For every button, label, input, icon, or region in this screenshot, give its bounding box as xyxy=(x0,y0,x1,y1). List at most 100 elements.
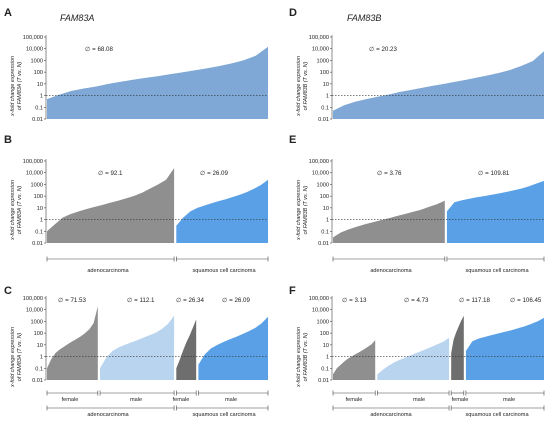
y-tick-label: 100,000 xyxy=(309,159,329,165)
mean-label-f-1: ∅ = 3.13 xyxy=(342,297,367,304)
sex-label-f-1: female xyxy=(346,397,363,403)
mean-label-b-2: ∅ = 26.09 xyxy=(200,170,228,177)
mean-label-e-1: ∅ = 3.76 xyxy=(377,170,402,177)
sex-label-c-3: female xyxy=(173,397,190,403)
panel-letter-f: F xyxy=(289,285,296,297)
y-tick-label: 10,000 xyxy=(312,171,329,177)
group-label-e-1: adenocarcinoma xyxy=(370,268,412,274)
plot-d: 0.01 0.1 1 10 100 1000 10,000 100,000 xyxy=(309,35,544,123)
y-tick-label: 1 xyxy=(40,94,43,100)
plot-f: 0.01 0.1 1 10 100 1000 10,000 100,000 xyxy=(309,296,544,384)
series-area xyxy=(47,168,175,243)
y-tick-label: 0.01 xyxy=(32,241,43,247)
group-label-f-2: squamous cell carcinoma xyxy=(465,412,529,418)
y-tick-label: 10,000 xyxy=(26,308,43,314)
y-tick-label: 1000 xyxy=(317,319,329,325)
mean-label-f-3: ∅ = 117.18 xyxy=(459,297,490,304)
y-tick-label: 100,000 xyxy=(23,159,43,165)
ylabel-b-line2: of FAM83A (T vs. N) xyxy=(17,186,23,235)
y-tick-label: 0.01 xyxy=(318,378,329,384)
y-tick-label: 0.01 xyxy=(318,241,329,247)
panel-letter-b: B xyxy=(4,134,12,146)
y-tick-label: 0.1 xyxy=(321,366,329,372)
y-tick-label: 1000 xyxy=(31,182,43,188)
y-tick-label: 10 xyxy=(37,82,43,88)
y-tick-label: 10,000 xyxy=(312,308,329,314)
mean-label-b-1: ∅ = 92.1 xyxy=(98,170,123,177)
series-area xyxy=(333,51,544,119)
group-brackets-e xyxy=(332,256,545,262)
mean-label-f-2: ∅ = 4.73 xyxy=(404,297,429,304)
group-label-e-2: squamous cell carcinoma xyxy=(465,268,529,274)
group-label-c-1: adenocarcinoma xyxy=(87,412,129,418)
mean-label-c-1: ∅ = 71.53 xyxy=(58,297,86,304)
y-tick-label: 10 xyxy=(323,343,329,349)
y-tick-label: 10 xyxy=(323,82,329,88)
series-area xyxy=(465,317,544,380)
series-area xyxy=(333,200,445,243)
y-tick-label: 1000 xyxy=(317,182,329,188)
ylabel-e-line2: of FAM83B (T vs. N) xyxy=(303,185,309,234)
y-tick-label: 0.1 xyxy=(35,229,43,235)
gene-title-a: FAM83A xyxy=(60,13,94,23)
sex-label-c-4: male xyxy=(225,397,237,403)
y-tick-label: 0.1 xyxy=(35,105,43,111)
panel-letter-c: C xyxy=(4,285,12,297)
ylabel-e-line1: x-fold change expression xyxy=(296,180,302,241)
gene-title-d: FAM83B xyxy=(347,13,381,23)
ylabel-b-line1: x-fold change expression xyxy=(10,180,16,241)
ylabel-c-line2: of FAM83A (T vs. N) xyxy=(17,333,23,382)
y-tick-label: 0.01 xyxy=(32,378,43,384)
y-tick-label: 100,000 xyxy=(23,296,43,302)
series-area xyxy=(100,315,175,380)
group-label-b-2: squamous cell carcinoma xyxy=(192,268,256,274)
y-tick-label: 0.1 xyxy=(321,105,329,111)
y-tick-label: 10,000 xyxy=(312,47,329,53)
ylabel-f-line2: of FAM83B (T vs. N) xyxy=(303,332,309,381)
panel-letter-e: E xyxy=(289,134,296,146)
y-tick-label: 100 xyxy=(34,331,43,337)
mean-label-e-2: ∅ = 109.81 xyxy=(478,170,510,177)
sex-label-c-1: female xyxy=(62,397,79,403)
y-tick-label: 100 xyxy=(320,331,329,337)
series-area xyxy=(47,306,98,380)
mean-label-d-1: ∅ = 20.23 xyxy=(369,46,397,53)
group-label-c-2: squamous cell carcinoma xyxy=(192,412,256,418)
y-tick-label: 10 xyxy=(37,343,43,349)
y-tick-label: 100,000 xyxy=(23,35,43,41)
ylabel-d-line2: of FAM83B (T vs. N) xyxy=(303,61,309,110)
series-area xyxy=(446,180,544,243)
y-tick-label: 1 xyxy=(40,218,43,224)
mean-label-c-4: ∅ = 26.09 xyxy=(222,297,250,304)
sex-label-c-2: male xyxy=(130,397,142,403)
ylabel-f-line1: x-fold change expression xyxy=(296,327,302,388)
panel-letter-a: A xyxy=(4,7,12,19)
y-tick-label: 100 xyxy=(320,194,329,200)
y-tick-label: 10 xyxy=(323,206,329,212)
y-tick-label: 0.1 xyxy=(35,366,43,372)
mean-label-c-3: ∅ = 26.34 xyxy=(176,297,204,304)
series-area xyxy=(333,340,376,380)
series-area xyxy=(451,315,464,380)
y-tick-label: 1000 xyxy=(317,58,329,64)
y-tick-label: 0.01 xyxy=(318,117,329,123)
group-label-f-1: adenocarcinoma xyxy=(370,412,412,418)
y-tick-label: 1 xyxy=(326,218,329,224)
group-brackets-f xyxy=(332,390,545,411)
y-tick-label: 0.01 xyxy=(32,117,43,123)
y-tick-label: 100 xyxy=(34,194,43,200)
y-tick-label: 10 xyxy=(37,206,43,212)
series-area xyxy=(176,179,268,243)
plot-b: 0.01 0.1 1 10 100 1000 10,000 100,000 xyxy=(23,159,268,247)
sex-label-f-3: female xyxy=(452,397,469,403)
group-label-b-1: adenocarcinoma xyxy=(87,268,129,274)
y-tick-label: 100,000 xyxy=(309,296,329,302)
y-tick-label: 1 xyxy=(326,94,329,100)
group-brackets-b xyxy=(46,256,269,262)
y-tick-label: 10,000 xyxy=(26,47,43,53)
series-area xyxy=(176,319,197,380)
y-tick-label: 10,000 xyxy=(26,171,43,177)
series-area xyxy=(198,316,268,380)
group-brackets-c xyxy=(46,390,269,411)
